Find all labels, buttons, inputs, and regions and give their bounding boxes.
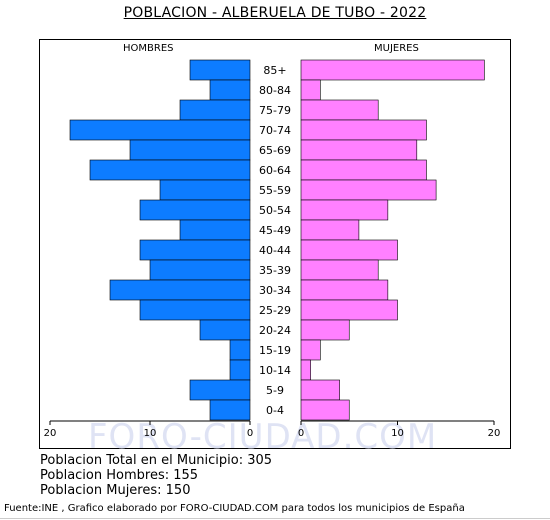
age-label-80-84: 80-84 xyxy=(259,84,291,97)
age-label-70-74: 70-74 xyxy=(259,124,291,137)
bar-men-20-24 xyxy=(199,319,251,341)
bar-women-30-34 xyxy=(300,279,389,301)
bar-women-20-24 xyxy=(300,319,350,341)
bar-men-55-59 xyxy=(159,179,251,201)
bar-men-75-79 xyxy=(179,99,251,121)
source-note: Fuente:INE , Grafico elaborado por FORO-… xyxy=(4,503,465,514)
age-label-85+: 85+ xyxy=(263,64,286,77)
bar-women-0-4 xyxy=(300,399,350,421)
bottom-divider xyxy=(0,518,550,519)
bar-men-70-74 xyxy=(69,119,251,141)
age-label-20-24: 20-24 xyxy=(259,324,291,337)
bar-men-40-44 xyxy=(139,239,251,261)
bar-women-40-44 xyxy=(300,239,398,261)
age-label-10-14: 10-14 xyxy=(259,364,291,377)
bar-men-45-49 xyxy=(179,219,251,241)
bar-women-55-59 xyxy=(300,179,437,201)
bar-women-50-54 xyxy=(300,199,389,221)
bar-men-85+ xyxy=(189,59,251,81)
bar-women-5-9 xyxy=(300,379,340,401)
bar-men-35-39 xyxy=(149,259,251,281)
bar-women-65-69 xyxy=(300,139,418,161)
age-label-5-9: 5-9 xyxy=(266,384,284,397)
age-label-75-79: 75-79 xyxy=(259,104,291,117)
bar-women-15-19 xyxy=(300,339,321,361)
age-label-40-44: 40-44 xyxy=(259,244,291,257)
age-label-45-49: 45-49 xyxy=(259,224,291,237)
bar-men-60-64 xyxy=(89,159,251,181)
tick-label-men-0: 0 xyxy=(247,428,253,439)
chart-title: POBLACION - ALBERUELA DE TUBO - 2022 xyxy=(123,5,427,21)
stat-total: Poblacion Total en el Municipio: 305 xyxy=(40,453,273,468)
tick-label-men-20: 20 xyxy=(44,428,57,439)
bar-women-45-49 xyxy=(300,219,360,241)
age-label-65-69: 65-69 xyxy=(259,144,291,157)
stats-block: Poblacion Total en el Municipio: 305 Pob… xyxy=(40,453,272,498)
tick-label-men-10: 10 xyxy=(144,428,157,439)
bar-men-80-84 xyxy=(209,79,251,101)
bar-women-75-79 xyxy=(300,99,379,121)
age-label-15-19: 15-19 xyxy=(259,344,291,357)
tick-label-women-20: 20 xyxy=(488,428,501,439)
tick-label-women-10: 10 xyxy=(391,428,404,439)
bar-men-15-19 xyxy=(229,339,251,361)
bar-women-25-29 xyxy=(300,299,398,321)
age-label-60-64: 60-64 xyxy=(259,164,291,177)
bar-men-0-4 xyxy=(209,399,251,421)
age-label-50-54: 50-54 xyxy=(259,204,291,217)
bar-men-50-54 xyxy=(139,199,251,221)
legend-men: HOMBRES xyxy=(123,43,174,54)
bar-women-85+ xyxy=(300,59,485,81)
age-label-0-4: 0-4 xyxy=(266,404,284,417)
bar-women-80-84 xyxy=(300,79,321,101)
bar-men-30-34 xyxy=(109,279,251,301)
watermark: FORO-CIUDAD.COM xyxy=(88,417,438,457)
age-label-55-59: 55-59 xyxy=(259,184,291,197)
stat-women: Poblacion Mujeres: 150 xyxy=(40,483,191,498)
chart-frame xyxy=(39,39,511,449)
bar-men-10-14 xyxy=(229,359,251,381)
bar-women-10-14 xyxy=(300,359,311,381)
bar-women-70-74 xyxy=(300,119,427,141)
age-label-25-29: 25-29 xyxy=(259,304,291,317)
bar-women-60-64 xyxy=(300,159,427,181)
stat-men: Poblacion Hombres: 155 xyxy=(40,468,199,483)
tick-label-women-0: 0 xyxy=(298,428,304,439)
legend-women: MUJERES xyxy=(374,43,419,54)
age-label-30-34: 30-34 xyxy=(259,284,291,297)
bar-men-5-9 xyxy=(189,379,251,401)
bar-men-25-29 xyxy=(139,299,251,321)
bar-women-35-39 xyxy=(300,259,379,281)
bar-men-65-69 xyxy=(129,139,251,161)
age-label-35-39: 35-39 xyxy=(259,264,291,277)
